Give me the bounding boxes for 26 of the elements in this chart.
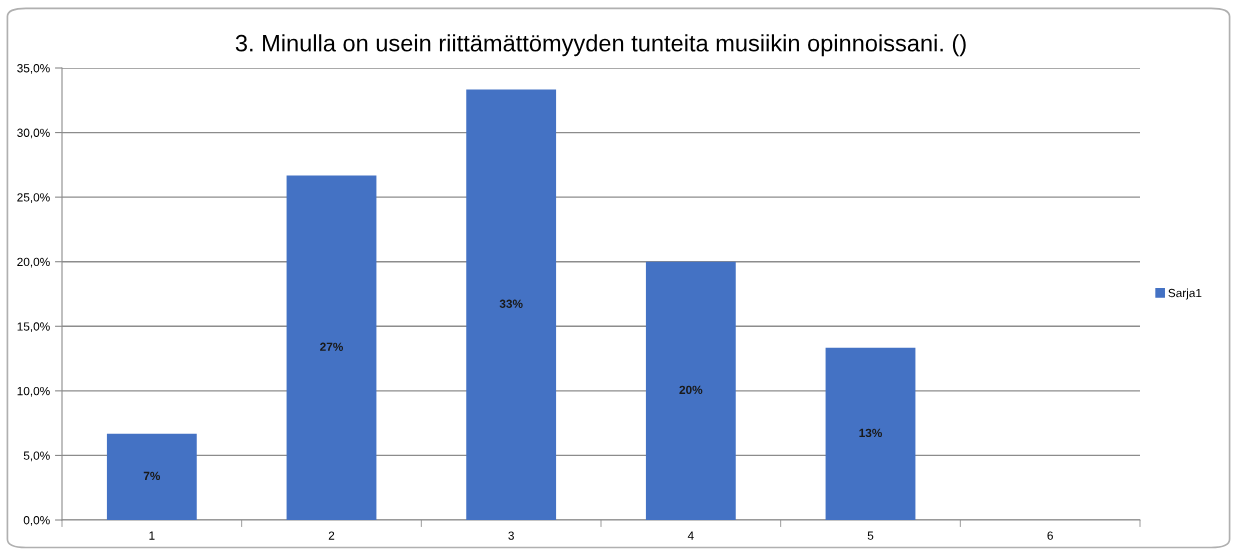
bar: [466, 89, 557, 520]
bar: [286, 175, 377, 520]
data-label: 13%: [859, 428, 882, 438]
y-tick-label: 35,0%: [17, 64, 50, 74]
x-tick-label: 1: [149, 531, 155, 540]
x-tick-label: 2: [328, 531, 335, 540]
y-tick-label: 5,0%: [23, 451, 50, 462]
y-tick-label: 25,0%: [17, 193, 50, 203]
y-tick-label: 15,0%: [17, 322, 50, 333]
data-label: 7%: [143, 471, 161, 481]
y-tick-label: 10,0%: [17, 386, 50, 397]
x-tick-label: 3: [508, 531, 514, 540]
chart-title: 3. Minulla on usein riittämättömyyden tunteita musiikin opinnoissani. (): [235, 34, 966, 57]
bar: [106, 433, 197, 520]
x-tick-label: 4: [687, 531, 694, 540]
y-tick-label: 20,0%: [17, 257, 50, 268]
x-tick-label: 6: [1047, 531, 1053, 540]
x-tick-label: 5: [867, 531, 874, 540]
y-tick-label: 0,0%: [23, 516, 50, 526]
data-label: 20%: [679, 385, 703, 395]
data-label: 33%: [499, 299, 523, 308]
bar: [645, 261, 736, 520]
legend-label: Sarja1: [1168, 288, 1202, 300]
bar: [825, 347, 916, 520]
data-label: 27%: [320, 342, 343, 351]
y-tick-label: 30,0%: [17, 128, 50, 139]
